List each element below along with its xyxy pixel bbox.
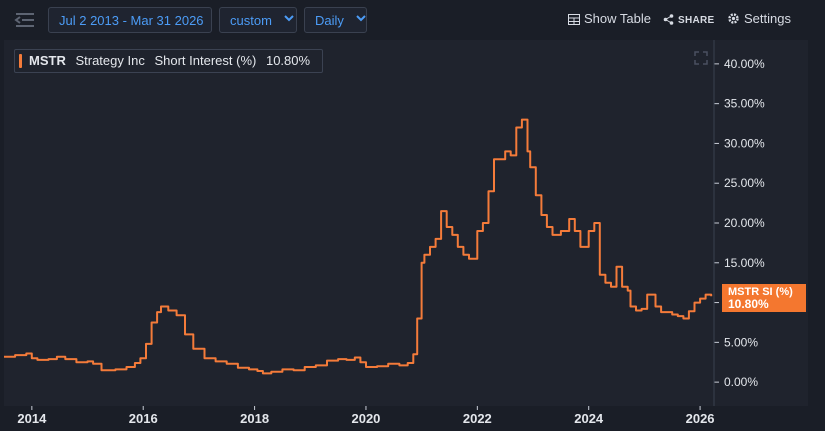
legend-company: Strategy Inc [75,53,145,68]
gear-icon [728,13,739,24]
toolbar: Jul 2 2013 - Mar 31 2026 custom Daily Sh… [0,0,825,40]
legend-swatch [19,54,22,68]
y-tick-label: 35.00% [724,97,765,111]
share-label: SHARE [678,15,715,26]
settings-label: Settings [744,11,791,26]
y-axis: 0.00%5.00%10.00%15.00%20.00%25.00%30.00%… [713,40,765,406]
short-interest-line [4,118,713,375]
y-tick-label: 40.00% [724,57,765,71]
chart-legend: MSTR Strategy Inc Short Interest (%) 10.… [14,49,324,73]
y-tick-label: 15.00% [724,256,765,270]
y-tick-label: 20.00% [724,216,765,230]
x-tick-label: 2016 [129,411,158,426]
legend-metric: Short Interest (%) [154,53,257,68]
x-tick-label: 2022 [463,411,492,426]
badge-value: 10.80% [728,297,769,311]
interval-dropdown[interactable]: Daily [304,7,367,33]
x-tick-label: 2020 [351,411,380,426]
share-button[interactable]: SHARE [663,14,715,26]
y-tick-label: 25.00% [724,176,765,190]
legend-value: 10.80% [265,53,311,68]
x-tick-label: 2014 [17,411,47,426]
collapse-menu-icon[interactable] [14,9,36,31]
period-dropdown[interactable]: custom [219,7,297,33]
settings-button[interactable]: Settings [727,11,791,26]
x-tick-label: 2026 [686,411,715,426]
date-range-button[interactable]: Jul 2 2013 - Mar 31 2026 [48,7,212,33]
chevron-down-icon [283,15,294,23]
show-table-button[interactable]: Show Table [568,11,651,26]
y-tick-label: 30.00% [724,136,765,150]
badge-label: MSTR SI (%) [728,286,793,298]
share-icon [663,14,674,25]
x-tick-label: 2018 [240,411,269,426]
fullscreen-icon[interactable] [694,51,708,65]
y-tick-label: 0.00% [724,375,758,389]
last-value-badge: MSTR SI (%) 10.80% [722,284,806,312]
x-tick-label: 2024 [574,411,604,426]
chart-plot-area [4,40,808,406]
x-axis: 2014 2016 2018 2020 2022 2024 2026 [17,406,715,426]
y-tick-label: 5.00% [724,335,758,349]
show-table-label: Show Table [584,11,651,26]
interval-label: Daily [315,13,344,28]
date-range-label: Jul 2 2013 - Mar 31 2026 [59,13,204,28]
table-icon [568,14,580,25]
period-label: custom [230,13,272,28]
chevron-down-icon [355,15,366,23]
legend-ticker: MSTR [29,53,66,68]
